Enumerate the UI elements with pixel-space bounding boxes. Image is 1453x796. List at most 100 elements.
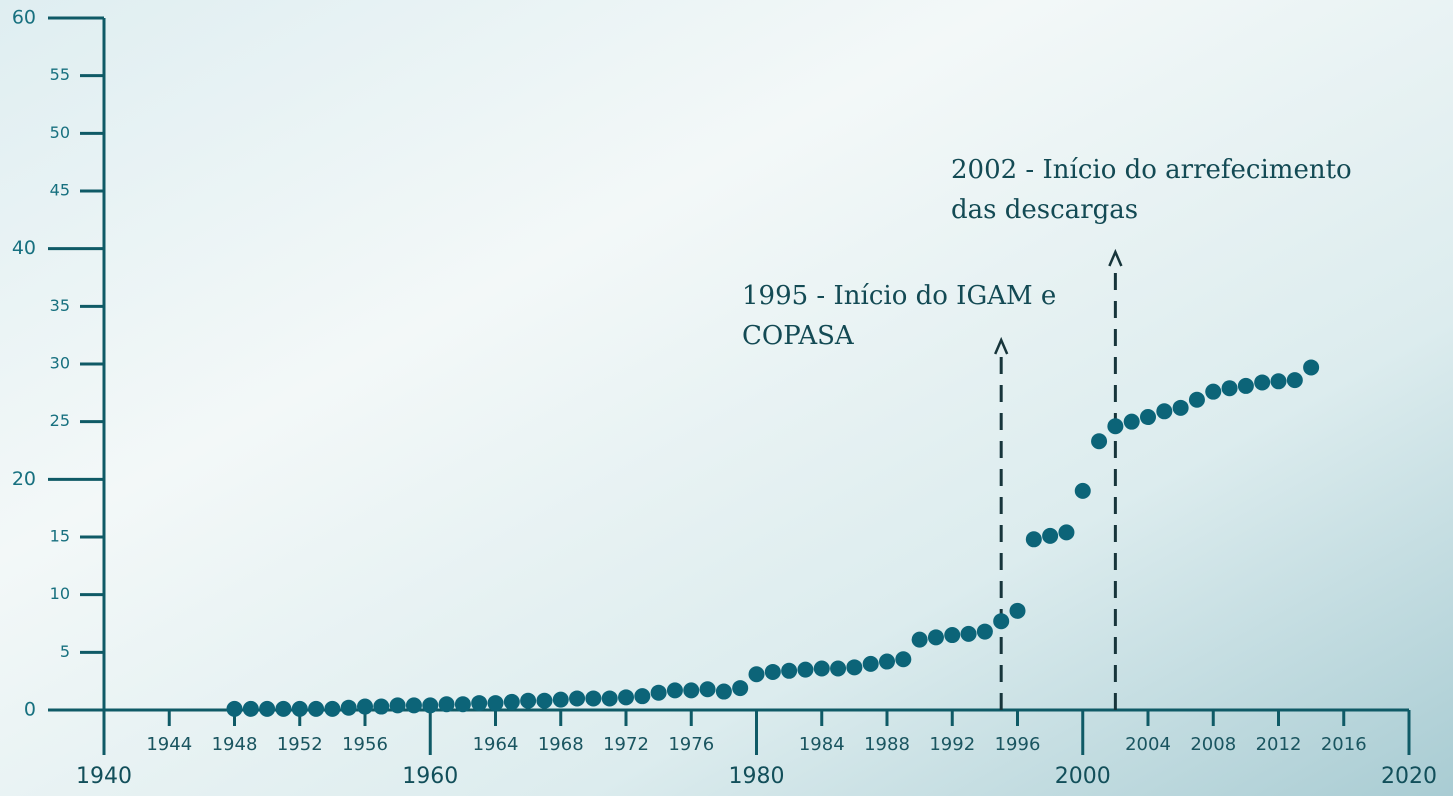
data-point [405,697,422,714]
data-point [340,699,357,716]
x-tick-label: 1984 [799,734,845,755]
data-point [1303,359,1320,376]
data-point [748,666,765,683]
data-point [373,698,390,715]
data-point [1156,403,1173,420]
data-point [650,684,667,701]
data-point [1237,377,1254,394]
data-point [422,697,439,714]
data-point [291,700,308,717]
data-point [911,631,928,648]
x-tick-label: 1960 [402,764,458,789]
annotation-text: 2002 - Início do arrefecimento [951,155,1352,185]
y-tick-label: 15 [50,527,70,546]
data-point [781,662,798,679]
y-tick-label: 5 [60,642,70,661]
data-point [1172,399,1189,416]
data-point [471,695,488,712]
data-point [585,690,602,707]
y-tick-label: 20 [12,468,36,490]
data-point [895,651,912,668]
x-tick-label: 1980 [729,764,785,789]
data-point [830,660,847,677]
data-point [536,692,553,709]
data-point [1091,433,1108,450]
x-tick-label: 1972 [603,734,649,755]
data-point [226,700,243,717]
data-point [242,700,259,717]
x-tick-label: 2008 [1190,734,1236,755]
data-point [960,625,977,642]
data-point [976,623,993,640]
data-point [275,700,292,717]
data-point [634,688,651,705]
data-point [1123,413,1140,430]
x-tick-label: 2012 [1256,734,1302,755]
x-tick-label: 1968 [538,734,584,755]
x-tick-label: 1944 [146,734,192,755]
y-tick-label: 0 [24,699,36,721]
x-tick-label: 1956 [342,734,388,755]
data-point [1025,531,1042,548]
data-point [846,659,863,676]
data-point [1107,418,1124,435]
arrow-head [1108,248,1123,267]
data-point [552,691,569,708]
data-point [1221,380,1238,397]
data-point [259,700,276,717]
annotation-text: das descargas [951,195,1138,225]
data-point [993,613,1010,630]
x-tick-label: 1988 [864,734,910,755]
arrow-head [994,336,1009,355]
data-point [683,682,700,699]
y-tick-label: 50 [50,123,70,142]
data-point [862,655,879,672]
x-tick-label: 1992 [929,734,975,755]
x-tick-label: 1952 [277,734,323,755]
data-point [520,692,537,709]
data-point [357,698,373,715]
x-tick-label: 1940 [76,764,132,789]
y-tick-label: 25 [50,411,70,430]
y-tick-label: 60 [12,7,36,29]
data-point [324,700,341,717]
data-point [1254,374,1271,391]
data-point [618,689,634,706]
data-point [601,690,618,707]
data-point [666,682,683,699]
data-point [1270,373,1287,390]
data-point [813,660,830,677]
x-tick-label: 1976 [668,734,714,755]
data-point [1074,482,1091,499]
data-point [927,629,944,646]
data-point [308,700,325,717]
data-point [487,695,504,712]
y-tick-label: 10 [50,584,70,603]
data-point [944,627,961,644]
x-tick-label: 2016 [1321,734,1367,755]
x-tick-label: 1964 [473,734,519,755]
data-point [438,696,455,713]
y-tick-label: 55 [50,65,70,84]
data-point [764,663,781,680]
data-point [732,680,749,697]
data-point [1205,383,1222,400]
annotation-text: 1995 - Início do IGAM e [742,281,1056,311]
data-point [569,690,586,707]
y-tick-label: 30 [50,354,70,373]
data-point [1042,527,1059,544]
data-point [1140,409,1156,426]
x-tick-label: 2020 [1381,764,1437,789]
data-point [715,683,732,700]
data-point [389,697,406,714]
data-point [1058,524,1075,541]
x-tick-label: 2000 [1055,764,1111,789]
data-point [1188,391,1205,408]
y-tick-label: 45 [50,181,70,200]
data-point [454,696,471,713]
data-point [1009,602,1026,619]
data-point [797,661,814,678]
x-tick-label: 1996 [995,734,1041,755]
y-tick-label: 35 [50,296,70,315]
